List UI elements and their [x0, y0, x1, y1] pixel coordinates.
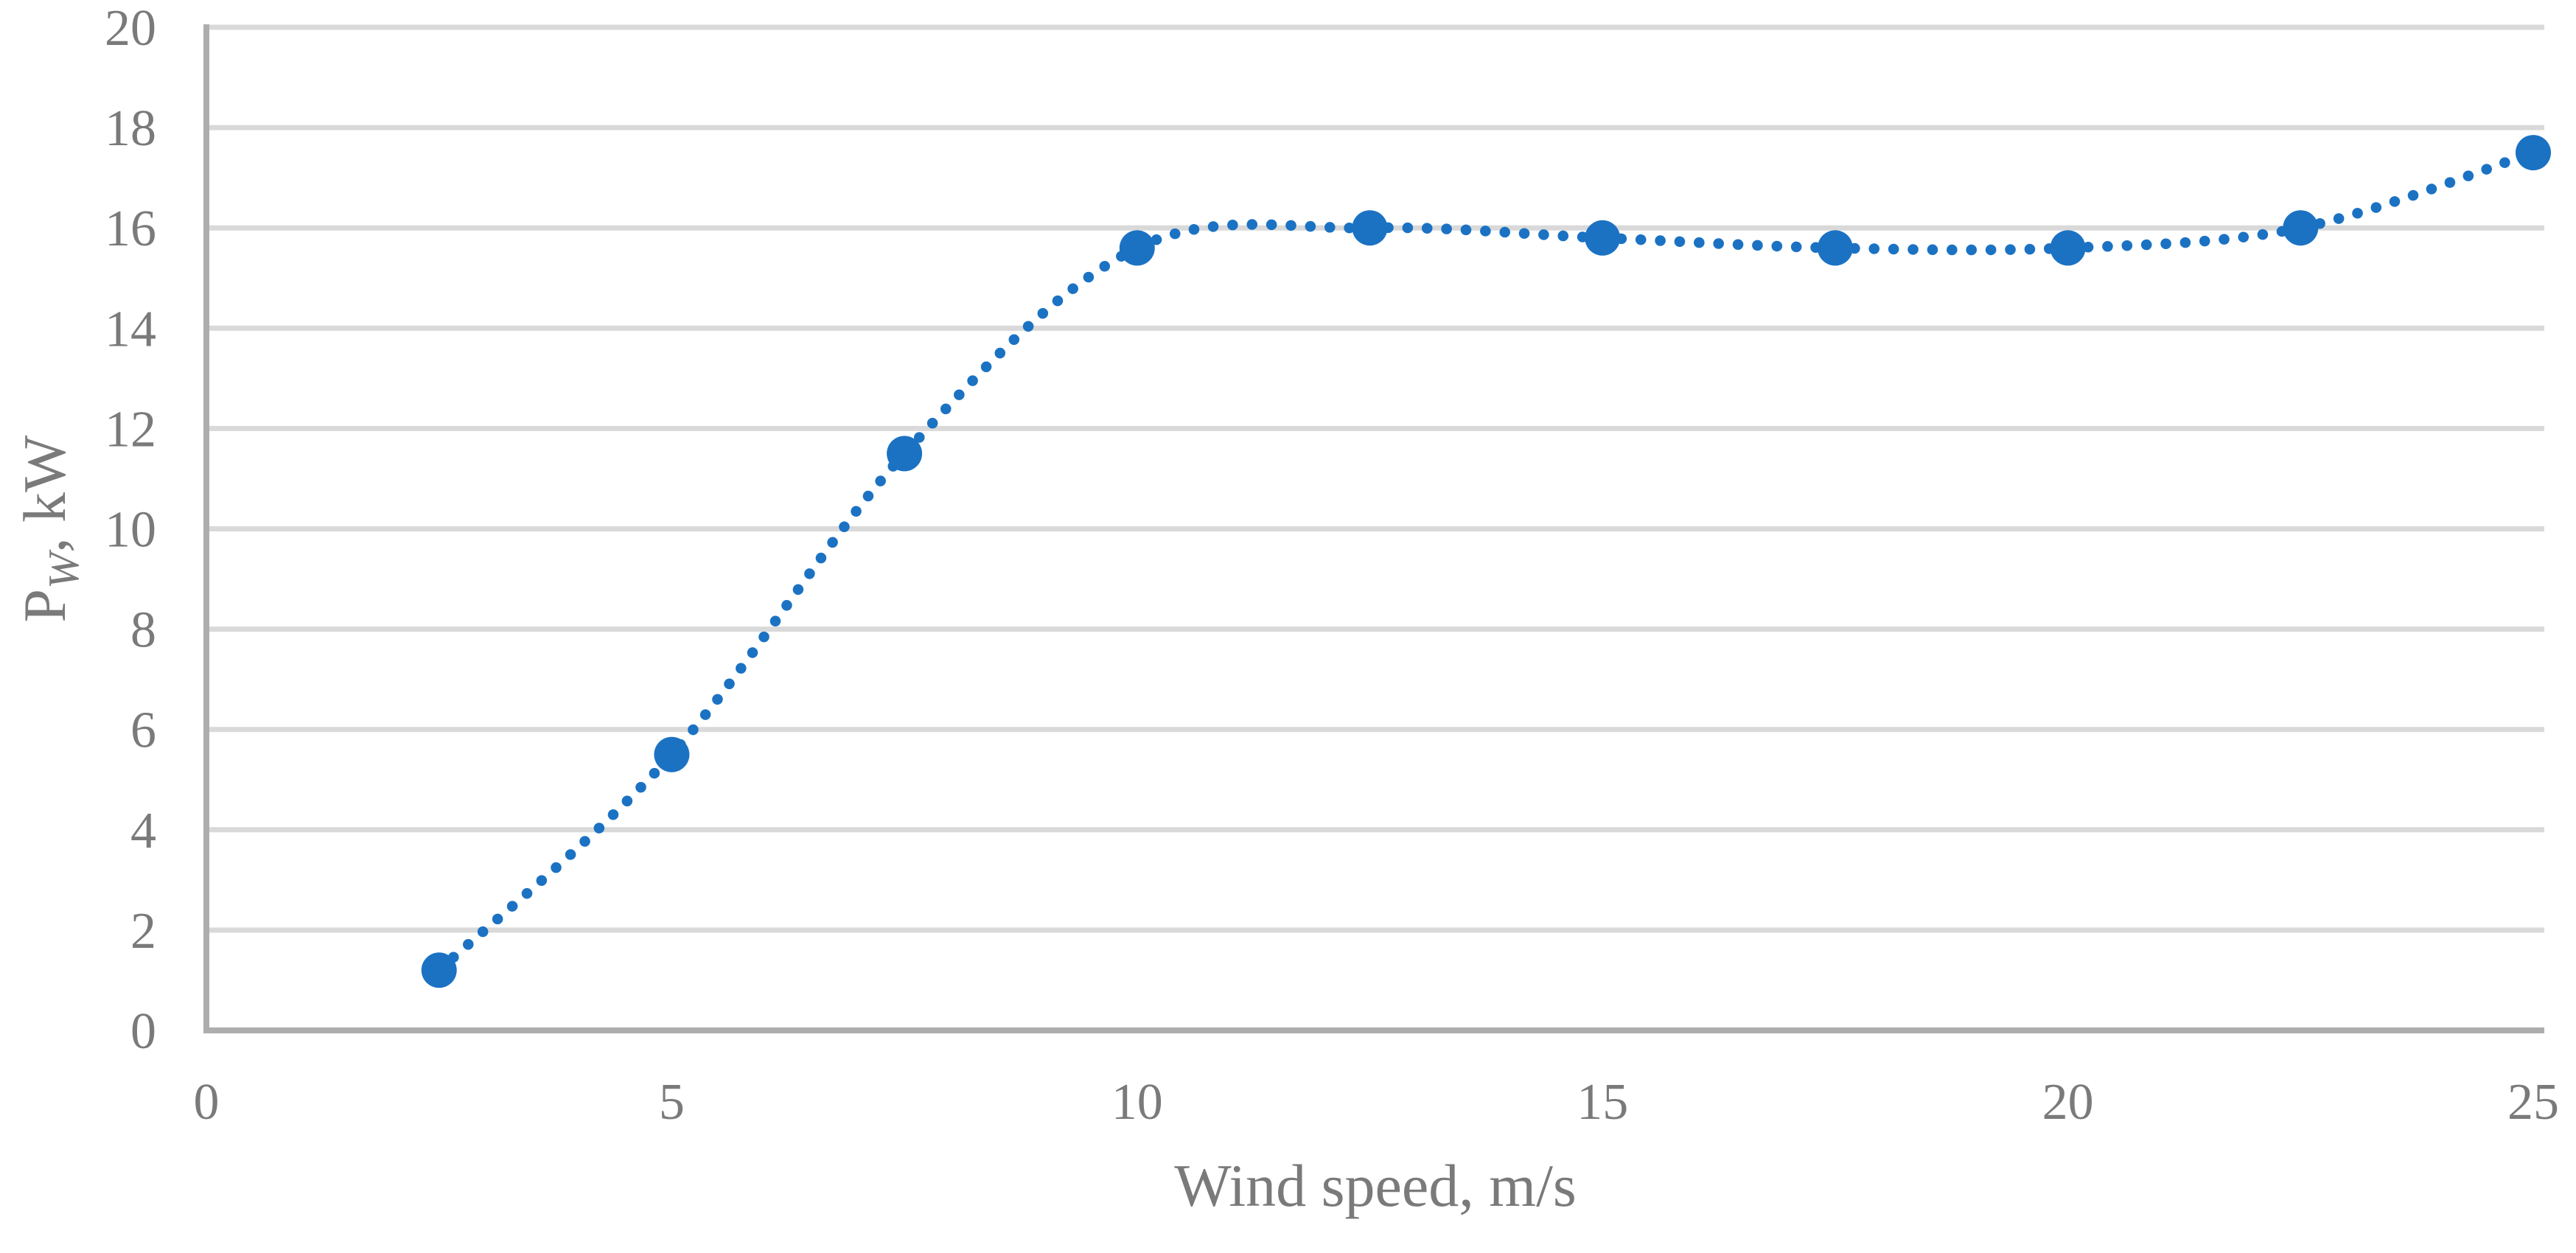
- data-point-2.5ms: [421, 952, 457, 988]
- y-tick-label-0: 0: [130, 1003, 156, 1060]
- y-title-subscript: W: [39, 549, 88, 589]
- y-tick-label-6: 6: [130, 702, 156, 759]
- y-axis-tick-labels: 0 2 4 6 8 10 12 14 16 18 20: [105, 0, 156, 1060]
- y-tick-label-12: 12: [105, 401, 156, 458]
- y-tick-label-10: 10: [105, 502, 156, 559]
- x-tick-label-5: 5: [659, 1074, 685, 1131]
- x-tick-label-15: 15: [1577, 1074, 1628, 1131]
- axis-lines: [203, 24, 2544, 1033]
- gridlines: [209, 24, 2544, 933]
- y-tick-label-16: 16: [105, 200, 156, 257]
- dotted-trend-path: [433, 147, 2539, 976]
- data-point-12.5ms: [1352, 210, 1388, 246]
- y-tick-label-18: 18: [105, 100, 156, 157]
- y-tick-label-14: 14: [105, 301, 156, 357]
- x-axis-tick-labels: 0 5 10 15 20 25: [194, 1074, 2560, 1131]
- data-point-22.5ms: [2283, 210, 2319, 246]
- x-tick-label-20: 20: [2042, 1074, 2094, 1131]
- y-title-symbol: P: [11, 589, 78, 623]
- data-point-15ms: [1585, 220, 1621, 256]
- x-tick-label-25: 25: [2507, 1074, 2559, 1131]
- y-title-units: , kW: [11, 435, 78, 553]
- y-tick-label-4: 4: [130, 803, 156, 859]
- series-dotted-trend-line: [433, 147, 2539, 976]
- x-tick-label-0: 0: [194, 1074, 220, 1131]
- x-axis-title: Wind speed, m/s: [1174, 1152, 1577, 1219]
- y-tick-label-20: 20: [105, 0, 156, 57]
- data-point-10ms: [1119, 230, 1155, 266]
- y-tick-label-8: 8: [130, 602, 156, 659]
- x-tick-label-10: 10: [1111, 1074, 1163, 1131]
- data-point-5ms: [654, 736, 690, 772]
- y-tick-label-2: 2: [130, 903, 156, 960]
- y-axis-title: PW, kW: [11, 435, 88, 623]
- data-point-25ms: [2516, 135, 2551, 171]
- data-point-17.5ms: [1817, 230, 1853, 266]
- series-data-markers: [421, 135, 2551, 988]
- data-point-20ms: [2050, 230, 2086, 266]
- data-point-7.5ms: [887, 436, 923, 472]
